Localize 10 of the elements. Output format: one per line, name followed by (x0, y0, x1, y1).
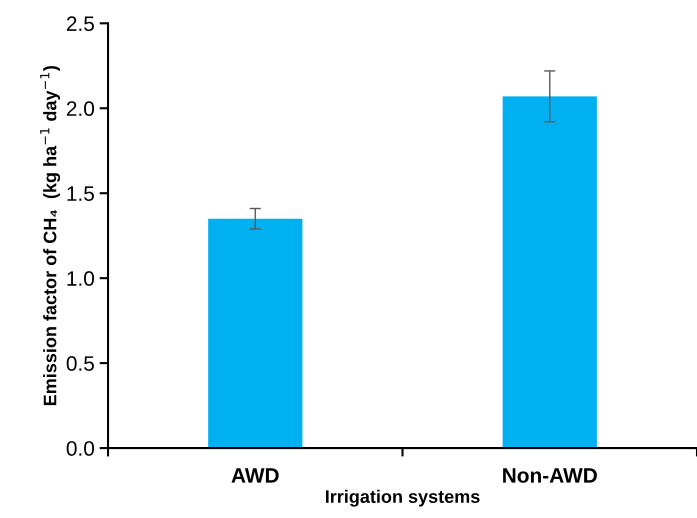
x-axis-title: Irrigation systems (326, 490, 480, 507)
y-axis-title: Emission factor of CH₄ (kg ha$^{−1}$ day$^{−1}$) (40, 66, 60, 406)
y-tick-label: 2.5 (66, 16, 94, 32)
y-tick-label: 1.5 (67, 186, 94, 201)
y-tick-label: 2.0 (66, 101, 94, 116)
y-tick-label: 0.5 (66, 356, 94, 371)
x-tick-label: AWD (231, 468, 279, 483)
y-tick-label: 1.0 (67, 271, 94, 286)
x-tick-label: Non-AWD (503, 468, 597, 483)
y-tick-label: 0.0 (66, 441, 94, 456)
